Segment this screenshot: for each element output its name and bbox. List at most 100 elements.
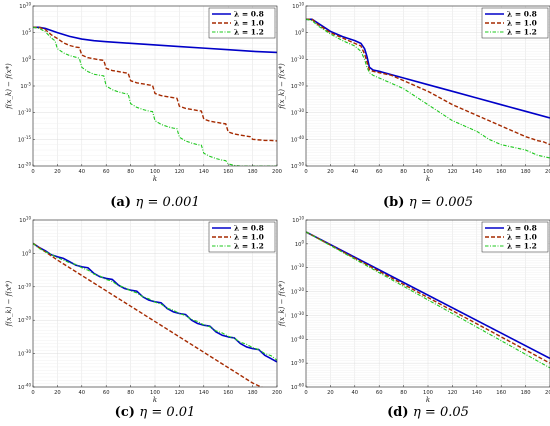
y-tick-label: 1010 [19,216,31,225]
x-tick-label: 120 [447,390,457,396]
subplot-caption: (d) η = 0.05 [387,405,469,420]
x-tick-label: 0 [304,169,307,175]
series-line [33,242,263,387]
y-tick-label: 1010 [292,2,304,11]
legend-label: λ = 0.8 [234,224,264,233]
series-line [33,242,277,361]
subplot-c: 0 20 40 60 80 100 120 140 160 180 200 10-40 10-30 10-… [5,216,282,421]
series-group [306,231,550,369]
y-tick-label: 100 [22,249,32,258]
x-tick-label: 100 [150,169,160,175]
legend-label: λ = 0.8 [507,224,537,233]
y-tick-label: 10-10 [18,282,32,291]
legend-label: λ = 1.0 [507,233,537,242]
x-tick-label: 40 [351,169,358,175]
subplot-b: 0 20 40 60 80 100 120 140 160 180 200 10-50 10-40 10-… [278,2,550,210]
legend-label: λ = 0.8 [234,10,264,19]
x-tick-label: 0 [304,390,307,396]
x-axis-label: k [426,175,430,183]
x-tick-label: 160 [496,390,506,396]
y-axis-label: f(x_k) − f(x*) [278,280,286,327]
x-axis-label: k [153,175,157,183]
x-tick-label: 200 [272,169,282,175]
x-tick-label: 160 [223,169,233,175]
x-tick-label: 100 [423,390,433,396]
x-tick-label: 80 [127,390,134,396]
legend: λ = 0.8λ = 1.0λ = 1.2 [481,7,549,39]
grid [305,219,550,388]
x-tick-label: 100 [150,390,160,396]
x-tick-label: 40 [78,390,85,396]
x-tick-label: 180 [521,169,531,175]
series-group [306,18,550,159]
subplot-caption: (b) η = 0.005 [383,195,473,210]
legend-label: λ = 0.8 [507,10,537,19]
x-axis-label: k [426,396,430,404]
legend-label: λ = 1.2 [234,242,264,251]
x-tick-label: 0 [31,169,34,175]
x-tick-label: 140 [199,390,209,396]
x-tick-label: 80 [400,390,407,396]
y-axis-label: f(x_k) − f(x*) [5,63,13,110]
x-tick-label: 20 [327,169,334,175]
y-tick-label: 10-60 [291,383,305,392]
y-tick-label: 10-20 [18,162,32,171]
subplot-caption: (c) η = 0.01 [115,405,196,420]
y-tick-label: 105 [22,28,32,37]
series-line [306,18,550,119]
x-tick-label: 140 [472,390,482,396]
y-tick-label: 10-20 [291,287,305,296]
x-tick-label: 40 [351,390,358,396]
legend: λ = 0.8λ = 1.0λ = 1.2 [208,7,276,39]
x-tick-label: 120 [447,169,457,175]
x-tick-label: 20 [327,390,334,396]
subplot-d: 0 20 40 60 80 100 120 140 160 180 200 10-60 10-50 10-… [278,216,550,420]
y-tick-label: 10-50 [291,359,305,368]
y-tick-label: 10-40 [291,335,305,344]
legend: λ = 0.8λ = 1.0λ = 1.2 [481,221,549,253]
x-tick-label: 160 [223,390,233,396]
x-tick-label: 60 [103,390,110,396]
x-tick-label: 120 [174,169,184,175]
x-tick-label: 20 [54,390,61,396]
legend-label: λ = 1.2 [507,242,537,251]
legend-label: λ = 1.0 [507,19,537,28]
x-tick-label: 60 [376,169,383,175]
series-line [306,18,550,146]
y-tick-label: 10-15 [18,135,32,144]
x-tick-label: 200 [545,169,550,175]
x-tick-label: 200 [545,390,550,396]
x-tick-label: 180 [521,390,531,396]
y-tick-label: 10-40 [291,135,305,144]
series-line [33,26,277,142]
series-line [306,231,550,369]
x-tick-label: 140 [472,169,482,175]
x-tick-label: 100 [423,169,433,175]
legend-label: λ = 1.0 [234,233,264,242]
x-tick-label: 80 [400,169,407,175]
y-tick-label: 1010 [292,216,304,225]
y-tick-label: 1010 [19,2,31,11]
x-tick-label: 80 [127,169,134,175]
legend: λ = 0.8λ = 1.0λ = 1.2 [208,221,276,253]
series-line [306,231,550,364]
x-tick-label: 60 [103,169,110,175]
series-line [306,18,550,159]
x-tick-label: 180 [248,169,258,175]
y-tick-label: 10-30 [291,311,305,320]
x-tick-label: 160 [496,169,506,175]
x-tick-label: 0 [31,390,34,396]
subplot-caption: (a) η = 0.001 [110,195,199,210]
legend-label: λ = 1.0 [234,19,264,28]
x-tick-label: 40 [78,169,85,175]
y-tick-label: 100 [295,239,305,248]
y-tick-label: 10-40 [18,383,32,392]
y-tick-label: 10-50 [291,162,305,171]
x-tick-label: 120 [174,390,184,396]
y-tick-label: 10-10 [291,55,305,64]
x-tick-label: 60 [376,390,383,396]
series-line [33,26,277,54]
y-tick-label: 10-30 [291,108,305,117]
series-line [306,231,550,360]
